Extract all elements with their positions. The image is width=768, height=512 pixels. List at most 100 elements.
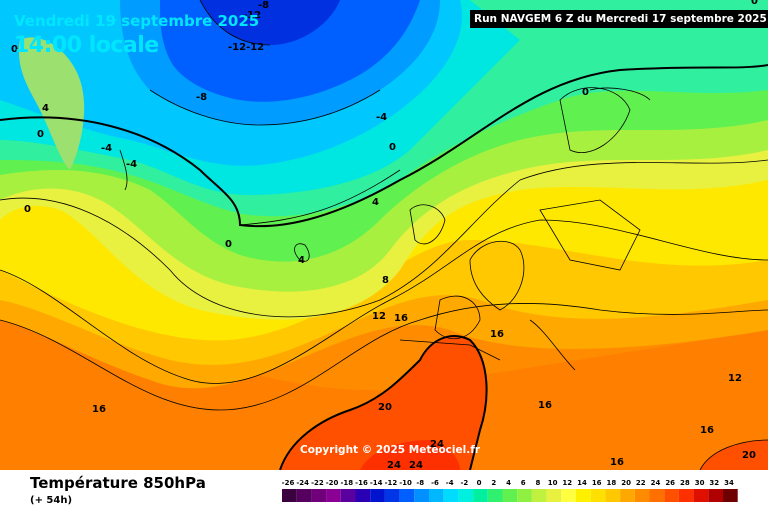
contour-label: -8 [258,0,269,11]
forecast-date: Vendredi 19 septembre 2025 [14,12,260,30]
scale-tick-label: 12 [562,479,572,487]
zone-16-18 [0,300,768,470]
contour-label: 16 [490,329,504,340]
contour-label: 0 [11,44,18,55]
zone-24-plus [360,440,460,470]
scale-swatch [678,489,694,502]
contour-label: 12 [728,373,742,384]
scale-tick-label: 30 [695,479,705,487]
scale-swatch [487,489,503,502]
contour-label: 12 [372,311,386,322]
scale-swatch [517,489,532,502]
scale-tick-label: 8 [535,479,540,487]
scale-tick-label: -10 [399,479,412,487]
scale-tick-label: 4 [506,479,511,487]
contour-label: 16 [610,457,624,468]
zone-neg12 [200,0,340,45]
scale-swatch [634,489,650,502]
contour-label: 16 [700,425,714,436]
scale-tick-label: 0 [477,479,482,487]
scale-swatch [723,489,738,502]
contour-label: 0 [751,0,758,7]
scale-tick-label: 20 [621,479,631,487]
scale-swatch [414,489,429,502]
isotherms [0,0,768,470]
scale-swatch [708,489,723,502]
scale-tick-label: -4 [446,479,454,487]
scale-tick-label: 32 [709,479,719,487]
scale-tick-label: -18 [340,479,353,487]
scale-swatch [531,489,547,502]
scale-swatch [429,489,444,502]
variable-title: Température 850hPa [30,474,206,492]
contour-label: -12 [243,10,261,21]
scale-tick-label: 10 [548,479,558,487]
scale-swatch [502,489,518,502]
scale-tick-label: 14 [577,479,587,487]
contour-label: 4 [372,197,379,208]
scale-swatch [443,489,459,502]
scale-tick-label: -6 [431,479,439,487]
contour-label: 8 [382,275,389,286]
contour-label: -8 [196,92,207,103]
contour-label: 4 [42,103,49,114]
contour-label: -12-12 [228,42,264,53]
scale-tick-label: -26 [282,479,294,487]
scale-swatch [590,489,606,502]
scale-swatch [561,489,576,502]
contour-label: 0 [24,204,31,215]
zone-20-east [700,440,768,470]
scale-swatch [340,489,356,502]
scale-swatch [546,489,562,502]
scale-swatch [649,489,665,502]
contour-label: 24 [409,460,423,470]
contour-label: 0 [225,239,232,250]
scale-tick-label: 6 [521,479,526,487]
scale-swatch [576,489,591,502]
scale-tick-label: 2 [491,479,496,487]
scale-swatch [296,489,312,502]
scale-swatch [664,489,679,502]
contour-label: 0 [389,142,396,153]
scale-tick-label: -12 [385,479,398,487]
contour-label: 16 [394,313,408,324]
scale-swatch [605,489,621,502]
scale-tick-label: 26 [665,479,675,487]
model-run-label: Run NAVGEM 6 Z du Mercredi 17 septembre … [470,10,768,28]
contour-label: 24 [430,439,444,450]
scale-swatch [693,489,709,502]
scale-swatch [282,489,297,502]
contour-label: -4 [126,159,137,170]
scale-tick-label: 34 [724,479,734,487]
forecast-time: 14:00 locale [14,33,159,58]
contour-label: 20 [378,402,392,413]
scale-swatch [355,489,371,502]
scale-swatch [399,489,415,502]
contour-label: 24 [387,460,401,470]
contour-label: 4 [298,255,305,266]
scale-tick-label: -22 [311,479,324,487]
greenland-coast [19,37,85,170]
color-scale: -26 -24 -22 -20 -18 -16 -14 -12 -10 -8 -6 -4 -2 0 2 4 6 8… [282,479,738,502]
scale-tick-label: -16 [355,479,368,487]
contour-label: -4 [376,112,387,123]
scale-tick-label: -24 [296,479,309,487]
contour-label: 20 [742,450,756,461]
scale-swatch [384,489,400,502]
scale-tick-label: 24 [651,479,661,487]
scale-swatch [473,489,488,502]
scale-tick-label: -20 [326,479,339,487]
contour-label: 0 [582,87,589,98]
contour-label: 0 [37,129,44,140]
contour-label: 16 [538,400,552,411]
scale-tick-label: 18 [607,479,617,487]
scale-swatch [458,489,474,502]
scale-tick-label: 28 [680,479,690,487]
forecast-step: (+ 54h) [30,495,73,506]
scale-swatch [311,489,327,502]
scale-tick-label: -8 [416,479,424,487]
copyright-notice: Copyright © 2025 Meteociel.fr [300,444,480,456]
contour-label: 16 [92,404,106,415]
scale-swatch [326,489,341,502]
zone-20-24 [280,336,487,470]
